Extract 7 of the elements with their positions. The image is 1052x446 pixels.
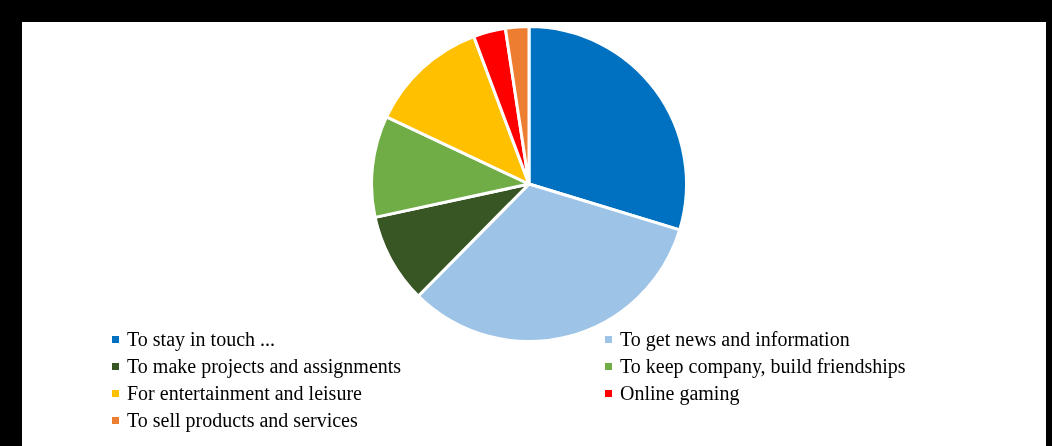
legend-label: To make projects and assignments [127,355,402,378]
legend-label: For entertainment and leisure [127,382,362,405]
legend-label: To get news and information [620,328,850,351]
legend-label: Online gaming [620,382,740,405]
legend-label: To stay in touch ... [127,328,276,351]
legend-label: To sell products and services [127,409,358,432]
legend-label: To keep company, build friendships [620,355,906,378]
